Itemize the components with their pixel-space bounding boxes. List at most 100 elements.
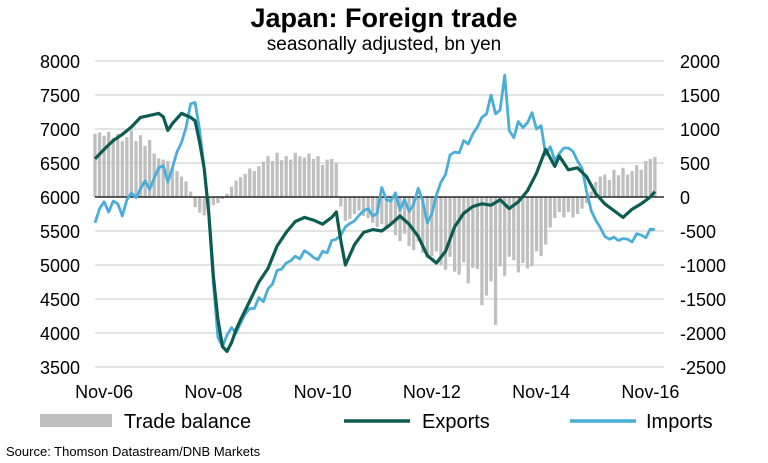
trade-balance-bar xyxy=(539,197,543,257)
trade-balance-bar xyxy=(521,197,525,263)
trade-balance-bar xyxy=(188,191,193,197)
trade-balance-bar xyxy=(107,131,111,197)
trade-balance-bar xyxy=(566,197,571,212)
trade-balance-bar xyxy=(120,141,124,197)
trade-balance-bar xyxy=(316,156,320,197)
right-tick-label: 2000 xyxy=(680,52,720,72)
trade-balance-bar xyxy=(311,158,316,197)
trade-balance-bar xyxy=(648,158,652,197)
trade-balance-bar xyxy=(270,160,275,197)
left-tick-label: 6500 xyxy=(40,154,80,174)
trade-balance-bar xyxy=(147,139,152,197)
trade-balance-bar xyxy=(466,197,470,284)
trade-balance-bar xyxy=(480,197,484,306)
trade-balance-bars xyxy=(93,130,657,325)
x-axis-ticks: Nov-06 Nov-08 Nov-10 Nov-12 Nov-14 Nov-16 xyxy=(75,382,679,402)
legend-label-exports: Exports xyxy=(422,411,490,433)
trade-balance-bar xyxy=(493,197,498,325)
trade-balance-bar xyxy=(598,176,602,197)
trade-balance-bar xyxy=(339,197,343,207)
trade-balance-bar xyxy=(421,197,425,253)
right-tick-label: -2000 xyxy=(680,324,726,344)
trade-balance-bar xyxy=(448,197,452,257)
trade-balance-bar xyxy=(134,141,138,197)
left-tick-label: 5500 xyxy=(40,222,80,242)
trade-balance-bar xyxy=(275,152,279,197)
trade-balance-bar xyxy=(525,197,530,269)
trade-balance-bar xyxy=(475,197,480,270)
trade-balance-bar xyxy=(234,180,238,197)
trade-balance-bar xyxy=(512,197,516,261)
left-tick-label: 7500 xyxy=(40,86,80,106)
trade-balance-bar xyxy=(544,197,548,245)
trade-balance-bar xyxy=(603,174,607,197)
trade-balance-bar xyxy=(138,135,143,197)
trade-balance-bar xyxy=(407,197,411,246)
x-tick-label: Nov-16 xyxy=(621,382,679,402)
trade-balance-bar xyxy=(589,191,593,197)
trade-balance-bar xyxy=(111,137,115,197)
exports-line xyxy=(93,111,657,353)
chart-title: Japan: Foreign trade xyxy=(250,3,517,33)
trade-balance-bar xyxy=(516,197,520,273)
trade-balance-bar xyxy=(352,197,357,214)
trade-balance-bar xyxy=(580,197,584,209)
right-tick-label: 1000 xyxy=(680,120,720,140)
left-axis-ticks: 3500 4000 4500 5000 5500 6000 6500 7000 7500 8000 xyxy=(40,52,80,378)
trade-balance-bar xyxy=(371,197,375,223)
trade-balance-bar xyxy=(484,197,489,296)
trade-balance-bar xyxy=(157,158,161,197)
trade-balance-bar xyxy=(639,169,643,197)
trade-balance-bar xyxy=(216,197,220,204)
trade-balance-bar xyxy=(202,197,206,216)
right-tick-label: -500 xyxy=(680,222,716,242)
trade-balance-bar xyxy=(416,197,420,242)
trade-balance-bar xyxy=(644,160,648,197)
x-tick-label: Nov-10 xyxy=(294,382,352,402)
trade-balance-bar xyxy=(93,133,97,197)
trade-balance-bar xyxy=(298,156,302,197)
trade-balance-bar xyxy=(161,159,165,197)
trade-balance-bar xyxy=(334,163,338,197)
trade-balance-bar xyxy=(630,171,634,197)
trade-balance-bar xyxy=(621,167,625,197)
right-tick-label: 500 xyxy=(680,154,710,174)
trade-balance-bar xyxy=(129,130,134,197)
left-tick-label: 5000 xyxy=(40,256,80,276)
trade-balance-bar xyxy=(325,159,329,197)
trade-balance-bar xyxy=(571,197,575,218)
x-tick-label: Nov-08 xyxy=(184,382,242,402)
trade-balance-bar xyxy=(389,197,393,226)
right-axis-ticks: -2500 -2000 -1500 -1000 -500 0 500 1000 1500 2000 xyxy=(680,52,726,378)
left-tick-label: 4500 xyxy=(40,290,80,310)
left-tick-label: 7000 xyxy=(40,120,80,140)
trade-balance-bar xyxy=(471,197,475,268)
trade-balance-bar xyxy=(239,177,243,197)
trade-balance-bar xyxy=(243,173,247,197)
trade-balance-bar xyxy=(184,181,188,197)
legend-swatch-trade-balance xyxy=(40,414,112,427)
trade-balance-bar xyxy=(507,197,511,257)
trade-balance-bar xyxy=(635,165,639,197)
trade-balance-bar xyxy=(653,156,657,197)
trade-balance-bar xyxy=(584,197,589,204)
x-tick-label: Nov-12 xyxy=(403,382,461,402)
trade-balance-bar xyxy=(330,158,334,197)
legend-label-imports: Imports xyxy=(646,411,713,433)
trade-balance-bar xyxy=(361,197,366,217)
trade-balance-bar xyxy=(462,197,466,263)
trade-balance-bar xyxy=(143,146,147,197)
trade-balance-bar xyxy=(530,197,534,267)
trade-balance-bar xyxy=(102,135,106,197)
trade-balance-bar xyxy=(562,197,566,218)
trade-balance-bar xyxy=(97,132,102,197)
trade-balance-bar xyxy=(293,152,297,197)
trade-balance-bar xyxy=(625,174,630,197)
trade-balance-bar xyxy=(175,171,179,197)
legend: Trade balance Exports Imports xyxy=(40,411,713,433)
trade-balance-bar xyxy=(125,137,129,197)
trade-balance-bar xyxy=(170,168,175,197)
right-tick-label: 0 xyxy=(680,188,690,208)
trade-balance-bar xyxy=(498,197,502,267)
